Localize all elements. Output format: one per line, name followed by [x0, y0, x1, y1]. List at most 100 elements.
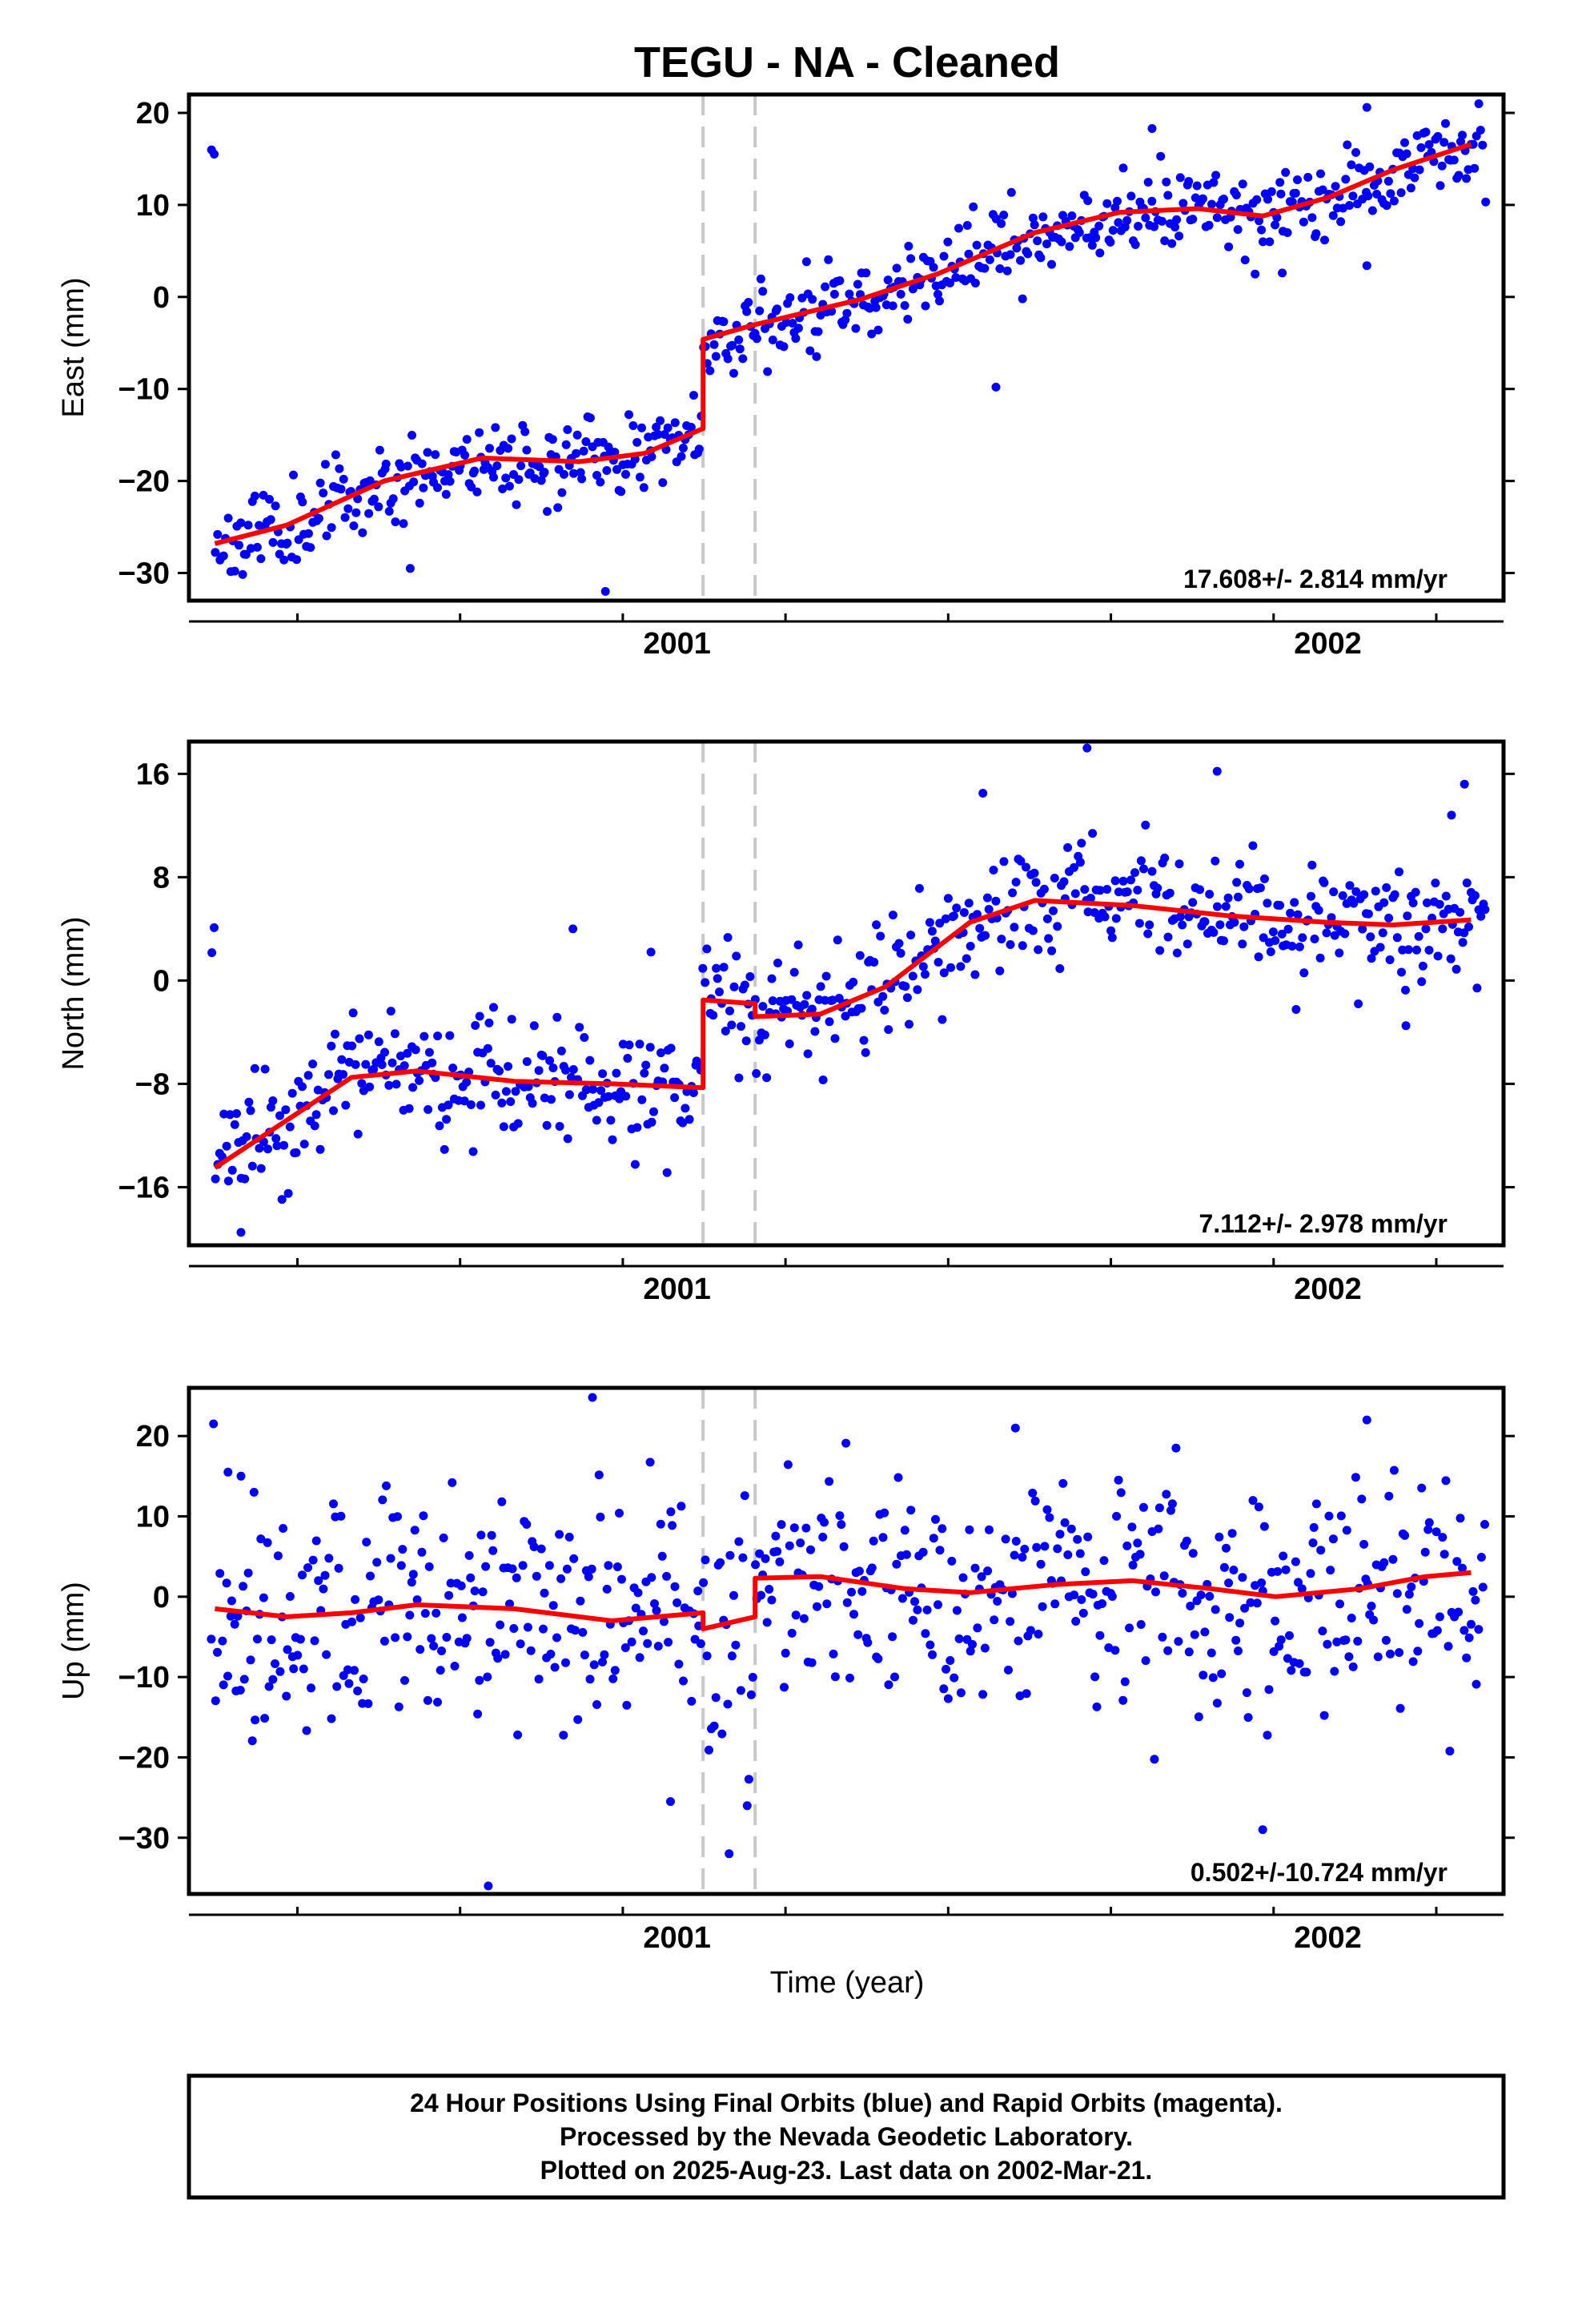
data-point: [825, 1017, 834, 1027]
data-point: [901, 1550, 911, 1559]
data-point: [818, 1532, 828, 1542]
data-point: [433, 483, 442, 493]
data-point: [548, 1063, 558, 1072]
data-point: [1136, 856, 1146, 866]
data-point: [833, 935, 842, 945]
data-point: [1291, 1557, 1300, 1566]
data-point: [362, 1538, 371, 1547]
data-point: [218, 1636, 227, 1646]
data-point: [1307, 213, 1317, 223]
x-tick-label: 2001: [643, 627, 711, 661]
data-point: [1392, 1589, 1402, 1598]
rate-label: 7.112+/- 2.978 mm/yr: [1199, 1209, 1447, 1238]
data-point: [1441, 119, 1450, 128]
data-point: [947, 1556, 957, 1566]
data-point: [1088, 1590, 1098, 1599]
data-point: [561, 1065, 570, 1075]
data-point: [400, 1675, 409, 1685]
data-point: [324, 1070, 333, 1080]
data-point: [508, 1564, 517, 1574]
data-point: [1310, 935, 1319, 943]
data-point: [1470, 163, 1480, 173]
data-point: [320, 1570, 330, 1580]
data-point: [1417, 1483, 1427, 1493]
data-point: [299, 1140, 309, 1149]
data-point: [1335, 1599, 1344, 1609]
data-point: [1012, 243, 1022, 253]
data-point: [1130, 240, 1140, 249]
data-point: [314, 1576, 323, 1586]
data-point: [943, 894, 953, 903]
data-point: [839, 1542, 849, 1551]
data-point: [380, 1047, 389, 1057]
data-point: [471, 1021, 480, 1030]
data-point: [1299, 217, 1308, 227]
data-point: [230, 1619, 239, 1629]
data-point: [306, 543, 315, 553]
data-point: [1178, 199, 1188, 208]
data-point: [1134, 222, 1143, 231]
data-point: [869, 1536, 878, 1546]
data-point: [303, 529, 313, 538]
data-point: [620, 1643, 630, 1652]
data-point: [657, 1551, 667, 1561]
data-point: [405, 564, 415, 573]
data-point: [662, 1571, 672, 1581]
data-point: [781, 1648, 790, 1658]
data-point: [339, 474, 348, 484]
data-point: [1032, 1542, 1042, 1552]
y-tick-label: 0: [153, 281, 170, 315]
data-point: [670, 418, 680, 428]
data-point: [731, 1640, 741, 1650]
data-point: [1008, 888, 1018, 898]
data-point: [308, 1059, 318, 1069]
data-point: [271, 1659, 279, 1668]
data-point: [901, 982, 910, 991]
data-point: [271, 1134, 281, 1144]
data-point: [1277, 929, 1287, 939]
data-point: [857, 1586, 867, 1596]
data-point: [677, 452, 686, 461]
data-point: [950, 1673, 959, 1683]
data-point: [727, 1020, 737, 1030]
data-point: [604, 1092, 613, 1101]
data-point: [1367, 206, 1377, 215]
data-point: [740, 980, 749, 990]
data-point: [793, 940, 803, 950]
y-tick-label: −30: [118, 557, 170, 591]
data-point: [841, 1011, 850, 1021]
data-point: [1080, 885, 1090, 895]
data-point: [999, 211, 1009, 219]
data-point: [1059, 877, 1069, 887]
data-point: [777, 1520, 786, 1530]
data-point: [878, 991, 888, 1001]
data-point: [673, 1598, 682, 1607]
data-point: [1367, 1602, 1376, 1610]
data-point: [1344, 1652, 1354, 1662]
data-point: [1464, 922, 1473, 931]
data-point: [929, 263, 938, 272]
data-point: [645, 1458, 655, 1467]
data-point: [980, 1643, 990, 1653]
data-point: [1389, 196, 1399, 206]
data-point: [1471, 891, 1480, 900]
data-point: [552, 1012, 562, 1022]
data-point: [1278, 268, 1287, 278]
data-point: [265, 495, 274, 504]
data-point: [966, 942, 975, 951]
x-axis-title: Time (year): [770, 1966, 925, 2000]
data-point: [1423, 1525, 1433, 1534]
data-point: [884, 1680, 893, 1690]
data-point: [264, 1682, 274, 1691]
data-point: [263, 1538, 272, 1547]
data-point: [793, 324, 803, 333]
data-point: [849, 1610, 858, 1619]
data-point: [555, 1530, 564, 1539]
data-point: [353, 1687, 363, 1695]
data-point: [1135, 1550, 1145, 1559]
data-point: [1408, 1657, 1418, 1667]
data-point: [1233, 225, 1243, 235]
data-point: [685, 1115, 694, 1124]
data-point: [273, 1551, 283, 1561]
data-point: [298, 1082, 307, 1092]
